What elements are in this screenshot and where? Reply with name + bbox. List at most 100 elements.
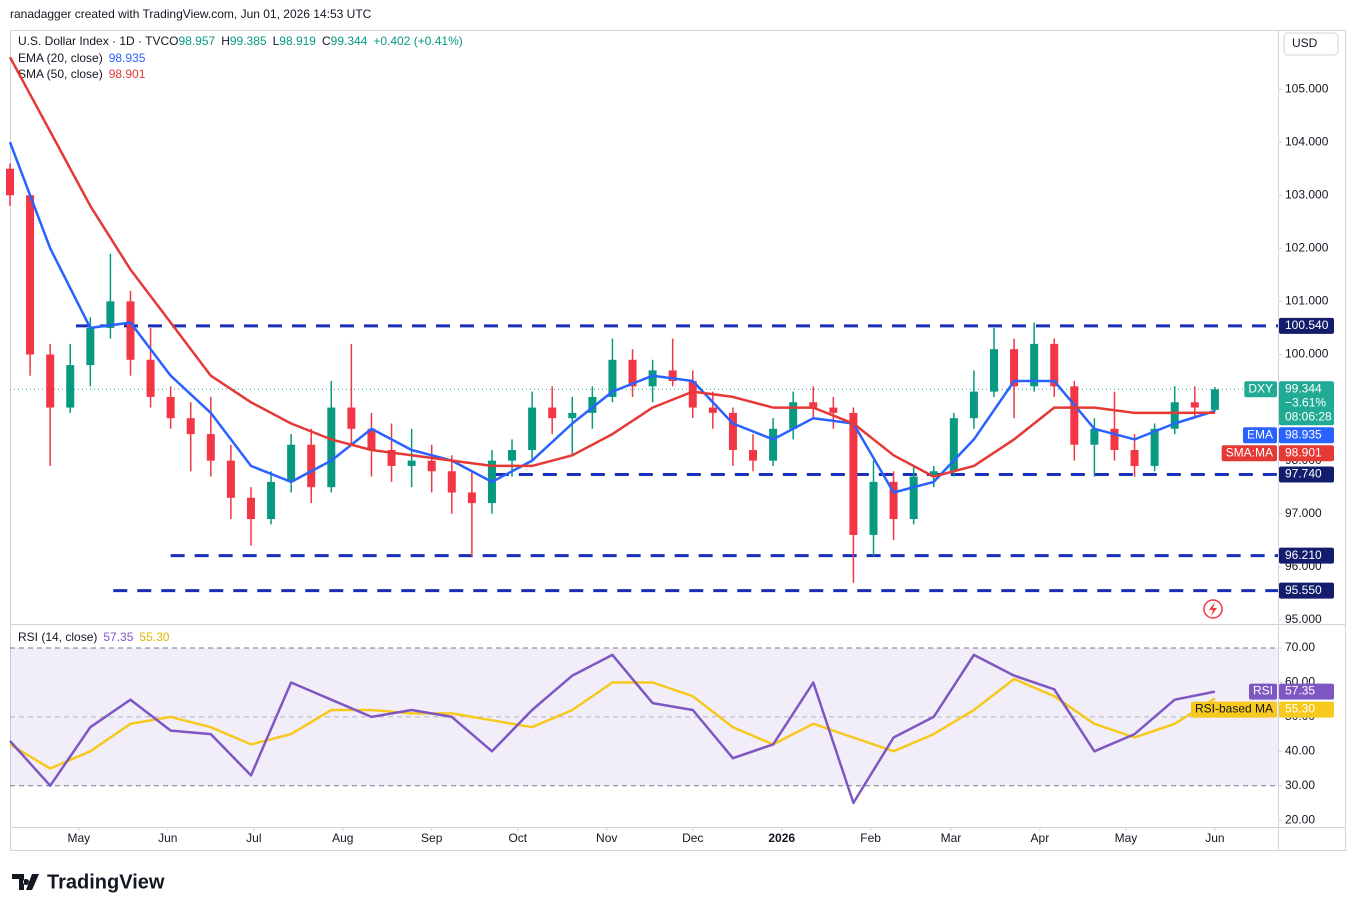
candle-body	[568, 412, 577, 419]
frame	[10, 30, 1346, 851]
sma-value: 98.901	[109, 67, 146, 81]
candle-body	[307, 444, 316, 488]
candle-body	[1090, 428, 1099, 445]
indicator-tag: RSI	[1253, 684, 1273, 698]
candle-body	[427, 460, 436, 472]
indicator-tag: EMA	[1247, 427, 1273, 441]
indicator-label: 57.35	[1285, 684, 1315, 698]
candle-body	[66, 365, 75, 408]
y-tick-label: 70.00	[1285, 640, 1315, 654]
candle-body	[367, 428, 376, 451]
indicator-label: 98.935	[1285, 427, 1322, 441]
candle-body	[327, 407, 336, 488]
indicator-label-box	[1279, 683, 1334, 700]
candle-body	[387, 450, 396, 466]
legend-ema: EMA (20, close) 98.935	[18, 51, 146, 65]
candle-body	[769, 428, 778, 461]
x-tick-label: May	[1115, 831, 1138, 845]
rsi-ma-line	[9, 677, 1216, 770]
candle-body	[126, 301, 135, 360]
candle-body	[528, 407, 537, 451]
ohlc-key: O	[169, 34, 178, 48]
candle-body	[106, 301, 115, 328]
candle-body	[146, 359, 155, 397]
x-tick-label: Aug	[332, 831, 353, 845]
level-label: 97.740	[1285, 467, 1322, 481]
ohlc-change: +0.402 (+0.41%)	[373, 34, 462, 48]
brand-name: TradingView	[47, 871, 165, 893]
candle-body	[648, 370, 657, 387]
candle-body	[929, 471, 938, 477]
rsi-value: 57.35	[103, 630, 133, 644]
candle-body	[407, 460, 416, 466]
candle-body	[728, 412, 737, 451]
candle-body	[1110, 428, 1119, 451]
ohlc-key: C	[322, 34, 331, 48]
last-tag: DXY	[1248, 381, 1273, 395]
y-tick-label: 103.000	[1285, 187, 1329, 201]
ohlc-key: L	[273, 34, 280, 48]
candle-body	[226, 460, 235, 498]
x-tick-label: Nov	[596, 831, 617, 845]
currency[interactable]: USD	[1292, 36, 1318, 50]
candle-body	[1070, 386, 1079, 445]
indicator-line	[8, 141, 1216, 494]
indicator-tag-box	[1190, 701, 1277, 718]
brand: TradingView	[12, 871, 165, 893]
y-tick-label: 105.000	[1285, 81, 1329, 95]
x-tick-label: Jul	[246, 831, 261, 845]
candle-body	[688, 381, 697, 408]
rsi-line	[9, 653, 1216, 805]
y-tick-label: 102.000	[1285, 240, 1329, 254]
countdown: 08:06:28	[1285, 409, 1332, 423]
candle-body	[849, 412, 858, 535]
candle-body	[829, 407, 838, 413]
level-label: 96.210	[1285, 548, 1322, 562]
ema-value: 98.935	[109, 51, 146, 65]
candle-body	[548, 407, 557, 419]
candle-body	[508, 450, 517, 461]
indicator-line	[8, 56, 1215, 478]
y-tick-label: 100.000	[1285, 347, 1329, 361]
candle-body	[1150, 428, 1159, 466]
rsi-ma-value: 55.30	[139, 630, 169, 644]
candle-body	[809, 402, 818, 408]
level-label: 100.540	[1285, 318, 1329, 332]
candle-body	[267, 481, 276, 520]
y-tick-label: 104.000	[1285, 134, 1329, 148]
candle-body	[186, 418, 195, 435]
ohlc-value: 99.344	[331, 34, 368, 48]
sma-name: SMA (50, close)	[18, 67, 103, 81]
candle-body	[26, 195, 35, 355]
candle-body	[46, 354, 55, 408]
ohlc-value: 99.385	[230, 34, 267, 48]
brand-logo	[12, 874, 39, 890]
candle-body	[1050, 343, 1059, 387]
level-label-box	[1279, 317, 1334, 334]
indicator-label: 98.901	[1285, 445, 1322, 459]
y-tick-label: 95.000	[1285, 612, 1322, 626]
level-label-box	[1279, 582, 1334, 599]
candle-body	[608, 359, 617, 397]
indicator-tag-box	[1248, 683, 1277, 700]
legend-main: U.S. Dollar Index · 1D · TVCO98.957 H99.3…	[18, 34, 463, 48]
level-label: 95.550	[1285, 583, 1322, 597]
candle-body	[1210, 389, 1219, 410]
y-tick-label: 30.00	[1285, 778, 1315, 792]
legend-sma: SMA (50, close) 98.901	[18, 67, 146, 81]
candle-body	[628, 359, 637, 387]
candle-body	[86, 327, 95, 366]
x-tick-label: May	[68, 831, 91, 845]
candle-body	[909, 476, 918, 520]
candle-body	[1170, 402, 1179, 429]
last-tag-box	[1244, 381, 1277, 398]
x-tick-label: 2026	[768, 831, 795, 845]
candle-body	[287, 444, 296, 482]
candle-body	[749, 450, 758, 461]
candle-body	[447, 471, 456, 493]
x-tick-label: Sep	[421, 831, 443, 845]
last-change: −3.61%	[1285, 395, 1326, 409]
candle-body	[1030, 343, 1039, 387]
ohlc-key: H	[221, 34, 230, 48]
currency-box[interactable]	[1283, 32, 1339, 56]
